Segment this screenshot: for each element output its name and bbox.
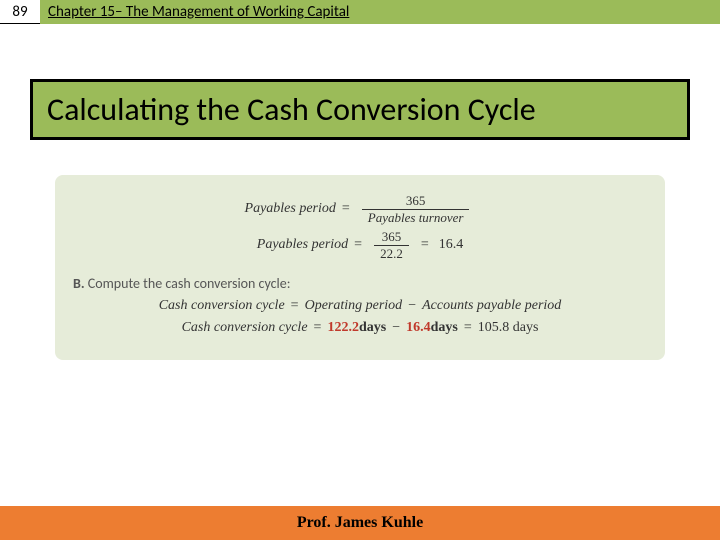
payables-period-formula: Payables period = 365 Payables turnover	[73, 193, 647, 225]
result: 16.4	[439, 237, 464, 253]
slide-title-box: Calculating the Cash Conversion Cycle	[30, 79, 690, 140]
page-number: 89	[0, 0, 40, 24]
fraction: 365 22.2	[374, 229, 409, 261]
ccc-calc: Cash conversion cycle = 122.2 days − 16.…	[73, 320, 647, 336]
unit-2: days	[431, 320, 458, 336]
section-b-heading: B. Compute the cash conversion cycle:	[73, 275, 647, 292]
chapter-title: Chapter 15– The Management of Working Ca…	[48, 3, 349, 21]
denominator: 22.2	[374, 245, 409, 262]
slide-title: Calculating the Cash Conversion Cycle	[47, 90, 673, 129]
ccc-lhs: Cash conversion cycle	[182, 320, 308, 336]
ccc-result: 105.8 days	[478, 320, 539, 336]
formula-lhs: Payables period	[245, 201, 336, 217]
payable-period: Accounts payable period	[422, 298, 561, 314]
ccc-formula: Cash conversion cycle = Operating period…	[73, 298, 647, 314]
payables-period-calc: Payables period = 365 22.2 = 16.4	[73, 229, 647, 261]
minus-sign: −	[408, 298, 416, 314]
section-label: B.	[73, 275, 85, 292]
equals-sign: =	[421, 237, 429, 253]
numerator: 365	[376, 229, 408, 245]
operating-period: Operating period	[305, 298, 403, 314]
formula-lhs: Payables period	[257, 237, 348, 253]
author-name: Prof. James Kuhle	[297, 514, 423, 532]
equals-sign: =	[314, 320, 322, 336]
denominator: Payables turnover	[362, 209, 470, 226]
header-bar: 89 Chapter 15– The Management of Working…	[0, 0, 720, 24]
value-1: 122.2	[327, 320, 359, 336]
section-text: Compute the cash conversion cycle:	[88, 275, 291, 292]
equals-sign: =	[354, 237, 362, 253]
fraction: 365 Payables turnover	[362, 193, 470, 225]
unit-1: days	[359, 320, 386, 336]
content-panel: Payables period = 365 Payables turnover …	[55, 175, 665, 360]
equals-sign: =	[464, 320, 472, 336]
equals-sign: =	[342, 201, 350, 217]
minus-sign: −	[392, 320, 400, 336]
ccc-lhs: Cash conversion cycle	[159, 298, 285, 314]
footer-bar: Prof. James Kuhle	[0, 506, 720, 540]
value-2: 16.4	[406, 320, 431, 336]
numerator: 365	[400, 193, 432, 209]
equals-sign: =	[291, 298, 299, 314]
